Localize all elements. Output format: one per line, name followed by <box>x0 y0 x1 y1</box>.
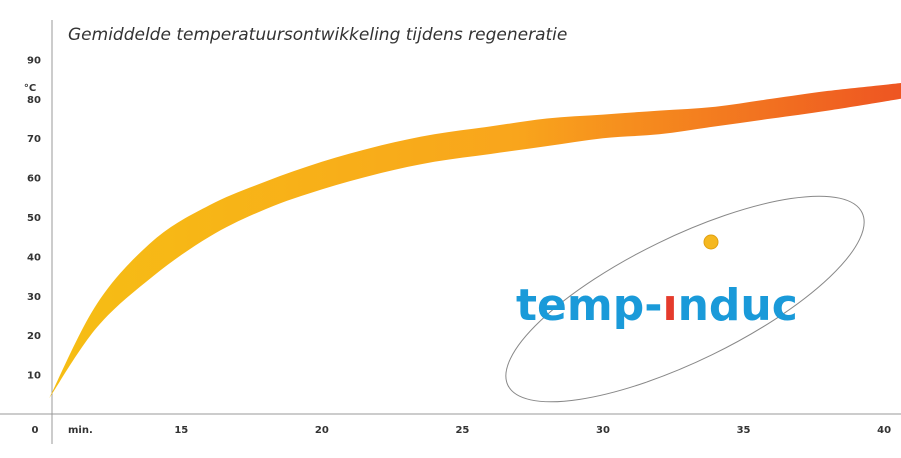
origin-label: 0 <box>32 425 39 436</box>
logo-text-accent-i: ı <box>662 280 677 331</box>
logo-orbit-ellipse <box>505 195 865 403</box>
x-tick-label: 35 <box>737 425 751 436</box>
x-axis-ticks: 15 20 25 30 35 40 <box>174 425 891 436</box>
logo-text-part1: temp- <box>516 280 662 331</box>
y-tick-label: 70 <box>27 134 41 145</box>
logo-orbit-dot <box>703 234 719 250</box>
x-tick-label: 30 <box>596 425 610 436</box>
y-tick-label: 20 <box>27 331 41 342</box>
y-tick-label: 10 <box>27 371 41 382</box>
y-tick-label: 50 <box>27 213 41 224</box>
temperature-band <box>49 83 901 399</box>
y-axis-unit-label: °C <box>24 83 36 94</box>
logo-text: temp-ınduc <box>516 280 798 331</box>
x-tick-label: 20 <box>315 425 329 436</box>
y-tick-label: 90 <box>27 55 41 66</box>
y-tick-label: 30 <box>27 292 41 303</box>
y-axis-ticks: 10 20 30 40 50 60 70 80 90 <box>27 55 41 381</box>
chart-title: Gemiddelde temperatuursontwikkeling tijd… <box>68 25 567 45</box>
x-tick-label: 40 <box>877 425 891 436</box>
temp-induc-logo: temp-ınduc <box>505 195 865 403</box>
y-tick-label: 60 <box>27 174 41 185</box>
x-tick-label: 25 <box>455 425 469 436</box>
x-tick-label: 15 <box>174 425 188 436</box>
logo-text-part3: nduc <box>678 280 798 331</box>
y-tick-label: 40 <box>27 252 41 263</box>
y-tick-label: 80 <box>27 95 41 106</box>
x-axis-unit-label: min. <box>68 425 93 436</box>
